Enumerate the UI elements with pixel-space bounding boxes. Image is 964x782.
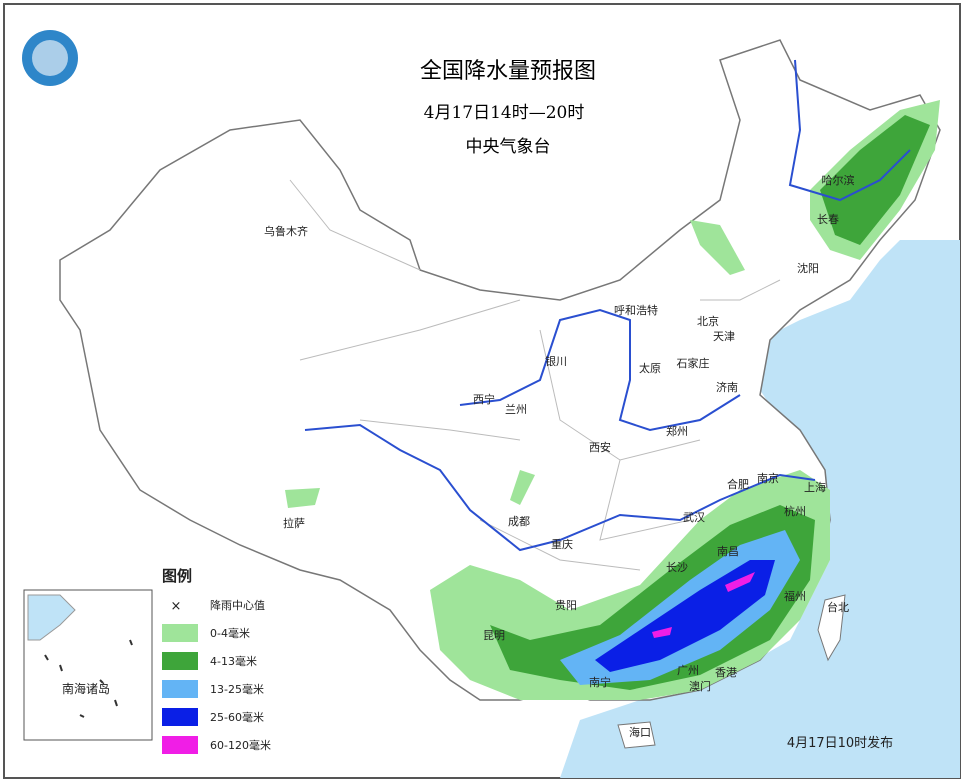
songhua — [788, 59, 911, 202]
inset-islands — [44, 639, 133, 718]
logo-inner — [32, 40, 68, 76]
city: 石家庄 — [677, 356, 710, 370]
yangtze — [304, 423, 816, 552]
city: 兰州 — [505, 403, 527, 416]
city: 乌鲁木齐 — [264, 224, 308, 238]
title: 全国降水量预报图 — [420, 59, 596, 84]
legend-label: 降雨中心值 — [210, 598, 265, 612]
city: 郑州 — [666, 424, 688, 438]
city: 武汉 — [683, 511, 705, 524]
legend-label: 60-120毫米 — [210, 738, 271, 752]
city: 贵阳 — [555, 599, 577, 612]
city: 哈尔滨 — [822, 173, 855, 187]
city: 西安 — [589, 440, 611, 454]
legend-swatch — [162, 680, 198, 698]
issued: 4月17日10时发布 — [787, 735, 893, 751]
city: 澳门 — [689, 679, 711, 693]
city: 北京 — [697, 314, 719, 328]
city: 海口 — [629, 725, 651, 739]
legend-swatch — [162, 708, 198, 726]
city: 南京 — [757, 471, 779, 485]
legend-label: 25-60毫米 — [210, 710, 264, 724]
city: 长春 — [817, 213, 839, 226]
city: 福州 — [784, 589, 806, 603]
rain-areas — [285, 100, 940, 700]
city: 天津 — [713, 330, 735, 343]
city: 银川 — [545, 354, 567, 368]
legend-marker: × — [171, 599, 182, 614]
city: 呼和浩特 — [614, 303, 658, 317]
city: 台北 — [827, 600, 849, 614]
legend-label: 0-4毫米 — [210, 626, 250, 640]
city: 香港 — [715, 666, 737, 679]
rain-0-4 — [690, 220, 745, 275]
legend-label: 4-13毫米 — [210, 654, 257, 668]
rain-60-120 — [652, 627, 672, 638]
city: 济南 — [716, 380, 738, 394]
legend-swatch — [162, 624, 198, 642]
city: 上海 — [804, 480, 826, 494]
hainan — [617, 721, 656, 749]
inset-coast — [27, 594, 76, 641]
province-borders — [289, 179, 781, 571]
bohai — [800, 327, 855, 383]
sea — [560, 240, 960, 778]
period: 4月17日14时—20时 — [424, 103, 585, 123]
city: 长沙 — [666, 561, 688, 574]
city: 重庆 — [551, 537, 573, 551]
city: 合肥 — [727, 477, 749, 491]
legend-label: 13-25毫米 — [210, 682, 264, 696]
taiwan — [817, 594, 846, 662]
rain-4-13 — [820, 115, 930, 245]
legend-title: 图例 — [162, 567, 192, 585]
city: 太原 — [639, 362, 661, 375]
city: 拉萨 — [283, 516, 305, 530]
city-labels: 乌鲁木齐 哈尔滨 长春 沈阳 呼和浩特 北京 天津 银川 石家庄 太原 济南 西… — [264, 173, 855, 739]
city: 南昌 — [717, 545, 739, 558]
rain-0-4 — [285, 488, 320, 508]
rain-0-4 — [510, 470, 535, 505]
legend: 降雨中心值 0-4毫米 4-13毫米 13-25毫米 25-60毫米 60-120毫米 — [162, 598, 271, 754]
inset-label: 南海诸岛 — [62, 681, 110, 696]
city: 广州 — [677, 664, 699, 677]
city: 南宁 — [589, 675, 611, 689]
city: 成都 — [508, 515, 530, 528]
legend-swatch — [162, 736, 198, 754]
legend-swatch — [162, 652, 198, 670]
yellow-river — [459, 308, 741, 432]
issuer: 中央气象台 — [466, 137, 551, 157]
city: 西宁 — [473, 392, 495, 406]
rain-60-120 — [725, 572, 755, 592]
city: 杭州 — [784, 504, 806, 518]
city: 沈阳 — [797, 261, 819, 275]
city: 昆明 — [483, 629, 505, 642]
